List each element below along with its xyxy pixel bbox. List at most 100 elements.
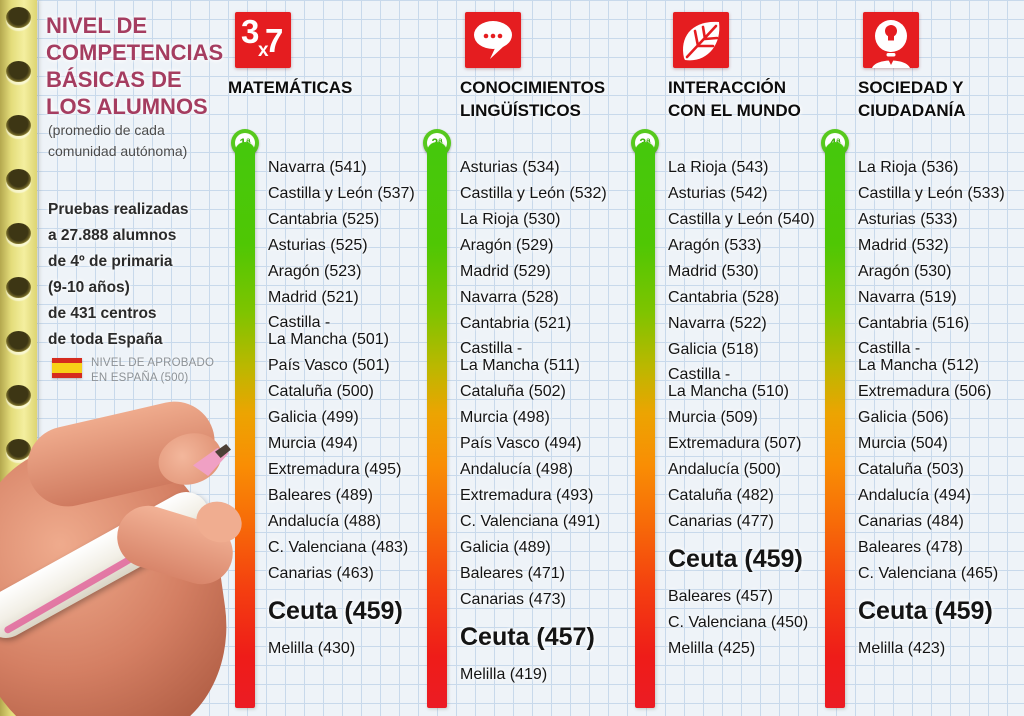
region-score-item: Cataluña (500) <box>268 383 374 400</box>
region-score-item: Cantabria (521) <box>460 315 572 332</box>
region-score-item: Madrid (532) <box>858 237 949 254</box>
region-score-item: Extremadura (507) <box>668 435 802 452</box>
region-score-item: Baleares (478) <box>858 539 963 556</box>
page-subtitle: (promedio de cada comunidad autónoma) <box>48 122 188 159</box>
region-score-item: Ceuta (459) <box>858 597 993 625</box>
region-score-item: Cataluña (502) <box>460 383 566 400</box>
region-score-item: Aragón (523) <box>268 263 362 280</box>
region-score-list: La Rioja (543) Asturias (542) Castilla y L… <box>668 158 868 665</box>
head-lightbulb-glyph <box>872 20 910 68</box>
region-score-item: Castilla - La Mancha (501) <box>268 314 389 348</box>
score-gradient-bar <box>825 142 845 708</box>
column-title: SOCIEDAD Y CIUDADANÍA <box>858 78 966 120</box>
region-score-item: Andalucía (488) <box>268 513 381 530</box>
region-score-item: Aragón (533) <box>668 237 762 254</box>
hand-holding-marker-photo <box>0 393 248 716</box>
region-score-item: Asturias (534) <box>460 159 560 176</box>
region-score-item: Murcia (498) <box>460 409 550 426</box>
region-score-item: Murcia (494) <box>268 435 358 452</box>
region-score-item: C. Valenciana (483) <box>268 539 409 556</box>
column-interaccion-con-el-mundo: INTERACCIÓN CON EL MUNDO 3ª La Rioja (54… <box>631 0 868 716</box>
region-score-item: La Rioja (536) <box>858 159 959 176</box>
spain-flag-icon <box>52 358 82 378</box>
spiral-hole-icon <box>6 385 31 406</box>
speech-bubble-icon <box>465 12 521 68</box>
icon-char: 3 <box>241 13 260 50</box>
spiral-hole-icon <box>6 223 31 244</box>
region-score-item: Madrid (530) <box>668 263 759 280</box>
region-score-item: Extremadura (493) <box>460 487 594 504</box>
leaf-icon <box>673 12 729 68</box>
region-score-item: Andalucía (494) <box>858 487 971 504</box>
region-score-item: Cantabria (528) <box>668 289 780 306</box>
region-score-item: C. Valenciana (465) <box>858 565 999 582</box>
region-score-item: Madrid (529) <box>460 263 551 280</box>
region-score-item: Canarias (463) <box>268 565 374 582</box>
score-gradient-bar <box>235 142 255 708</box>
region-score-item: Andalucía (498) <box>460 461 573 478</box>
region-score-item: Murcia (509) <box>668 409 758 426</box>
region-score-item: Asturias (525) <box>268 237 368 254</box>
sample-info-text: Pruebas realizadas a 27.888 alumnos de 4… <box>48 201 189 348</box>
approval-level-legend: NIVEL DE APROBADO EN ESPAÑA (500) <box>52 356 214 386</box>
region-score-item: Cantabria (525) <box>268 211 380 228</box>
column-sociedad-y-ciudadania: SOCIEDAD Y CIUDADANÍA 4ª La Rioja (536)C… <box>821 0 1024 716</box>
head-lightbulb-icon <box>863 12 919 68</box>
region-score-item: Cataluña (482) <box>668 487 774 504</box>
region-score-item: Galicia (499) <box>268 409 359 426</box>
region-score-list: Navarra (541) Castilla y León (537) Cantab… <box>268 158 468 665</box>
region-score-item: Castilla y León (532) <box>460 185 607 202</box>
approval-legend-text: NIVEL DE APROBADO EN ESPAÑA (500) <box>91 357 215 384</box>
region-score-item: Ceuta (459) <box>268 597 403 625</box>
score-gradient-bar <box>427 142 447 708</box>
region-score-item: Extremadura (506) <box>858 383 992 400</box>
region-score-item: Melilla (425) <box>668 640 756 657</box>
spiral-hole-icon <box>6 331 31 352</box>
region-score-item: Castilla - La Mancha (512) <box>858 340 979 374</box>
region-score-item: C. Valenciana (450) <box>668 614 809 631</box>
region-score-item: Castilla y León (540) <box>668 211 815 228</box>
spiral-hole-icon <box>6 7 31 28</box>
region-score-item: Castilla y León (537) <box>268 185 415 202</box>
column-title: INTERACCIÓN CON EL MUNDO <box>668 78 801 120</box>
region-score-item: Baleares (457) <box>668 588 773 605</box>
column-title: CONOCIMIENTOS LINGÜÍSTICOS <box>460 78 606 120</box>
region-score-item: Navarra (541) <box>268 159 367 176</box>
spiral-hole-icon <box>6 439 31 460</box>
region-score-item: Castilla - La Mancha (511) <box>460 340 580 374</box>
region-score-item: Galicia (518) <box>668 341 759 358</box>
region-score-item: Castilla y León (533) <box>858 185 1005 202</box>
region-score-item: Canarias (477) <box>668 513 774 530</box>
region-score-item: Melilla (430) <box>268 640 356 657</box>
region-score-item: Aragón (530) <box>858 263 952 280</box>
region-score-item: Baleares (471) <box>460 565 565 582</box>
region-score-item: Castilla - La Mancha (510) <box>668 366 789 400</box>
page-title: NIVEL DE COMPETENCIAS BÁSICAS DE LOS ALU… <box>46 13 224 119</box>
multiplication-3x7-icon: 3 x 7 <box>235 12 291 68</box>
spiral-hole-icon <box>6 115 31 136</box>
region-score-item: País Vasco (501) <box>268 357 390 374</box>
column-matematicas: 3 x 7 MATEMÁTICAS 1ª Navarra (541)Castil… <box>228 0 468 716</box>
score-gradient-bar <box>635 142 655 708</box>
region-score-item: Galicia (506) <box>858 409 949 426</box>
region-score-item: Canarias (484) <box>858 513 964 530</box>
region-score-item: Baleares (489) <box>268 487 373 504</box>
region-score-item: Ceuta (457) <box>460 623 595 651</box>
region-score-item: Andalucía (500) <box>668 461 781 478</box>
region-score-item: Navarra (522) <box>668 315 767 332</box>
spiral-hole-icon <box>6 169 31 190</box>
column-title: MATEMÁTICAS <box>228 78 353 97</box>
region-score-item: Extremadura (495) <box>268 461 402 478</box>
region-score-item: País Vasco (494) <box>460 435 582 452</box>
region-score-item: C. Valenciana (491) <box>460 513 601 530</box>
region-score-item: Ceuta (459) <box>668 545 803 573</box>
icon-char: 7 <box>265 22 284 59</box>
region-score-item: La Rioja (543) <box>668 159 769 176</box>
region-score-item: Cataluña (503) <box>858 461 964 478</box>
icon-char: x <box>258 40 269 61</box>
region-score-item: La Rioja (530) <box>460 211 561 228</box>
region-score-item: Murcia (504) <box>858 435 948 452</box>
region-score-item: Melilla (419) <box>460 666 548 683</box>
region-score-item: Madrid (521) <box>268 289 359 306</box>
region-score-item: Galicia (489) <box>460 539 551 556</box>
